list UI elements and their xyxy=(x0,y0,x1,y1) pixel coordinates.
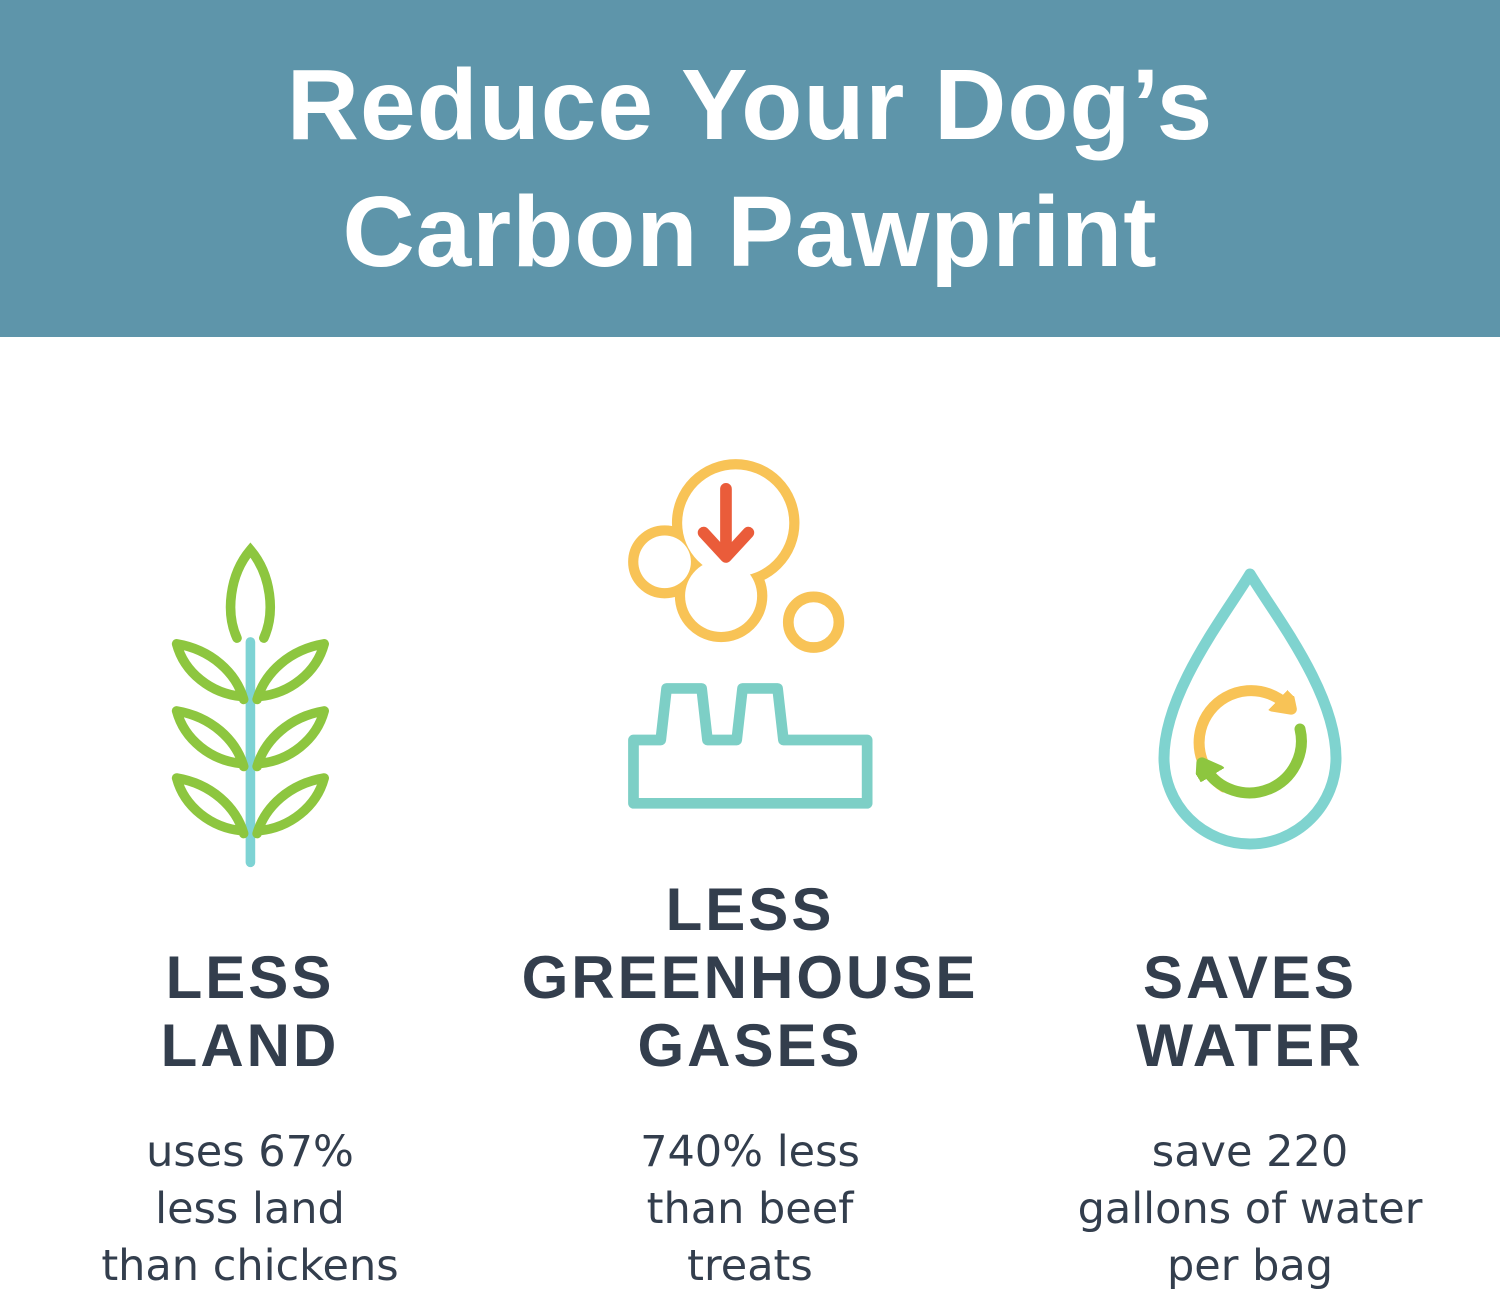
down-arrow-icon xyxy=(697,482,754,563)
stats-columns: LESS LAND uses 67% less land than chicke… xyxy=(0,337,1500,1295)
small-emission-bubble xyxy=(782,591,844,653)
water-drop-outline xyxy=(1158,568,1342,850)
recycle-arrow-green xyxy=(1205,723,1307,799)
drop-icon-zone xyxy=(1000,337,1500,870)
heading-less-land: LESS LAND xyxy=(160,944,340,1079)
water-drop-recycle-icon xyxy=(1158,568,1342,850)
plant-icon-zone xyxy=(0,337,500,870)
factory-icon-zone xyxy=(500,337,1000,870)
column-saves-water: SAVES WATER save 220 gallons of water pe… xyxy=(1000,337,1500,1295)
infographic-header: Reduce Your Dog’s Carbon Pawprint xyxy=(0,0,1500,337)
heading-less-greenhouse-gases: LESS GREENHOUSE GASES xyxy=(521,876,979,1079)
subtext-less-greenhouse-gases: 740% less than beef treats xyxy=(640,1127,860,1291)
subtext-saves-water: save 220 gallons of water per bag xyxy=(1077,1127,1423,1291)
column-less-land: LESS LAND uses 67% less land than chicke… xyxy=(0,337,500,1295)
page-title-line-1: Reduce Your Dog’s xyxy=(286,48,1214,161)
heading-saves-water: SAVES WATER xyxy=(1136,944,1364,1079)
column-less-greenhouse-gases: LESS GREENHOUSE GASES 740% less than bee… xyxy=(500,337,1000,1295)
emission-cloud-fill xyxy=(638,469,789,632)
factory-building xyxy=(627,683,873,809)
subtext-less-land: uses 67% less land than chickens xyxy=(101,1127,399,1291)
factory-emissions-icon xyxy=(627,459,873,809)
page-title-line-2: Carbon Pawprint xyxy=(342,175,1158,288)
plant-top-leaf xyxy=(225,542,275,643)
plant-icon xyxy=(145,542,356,868)
